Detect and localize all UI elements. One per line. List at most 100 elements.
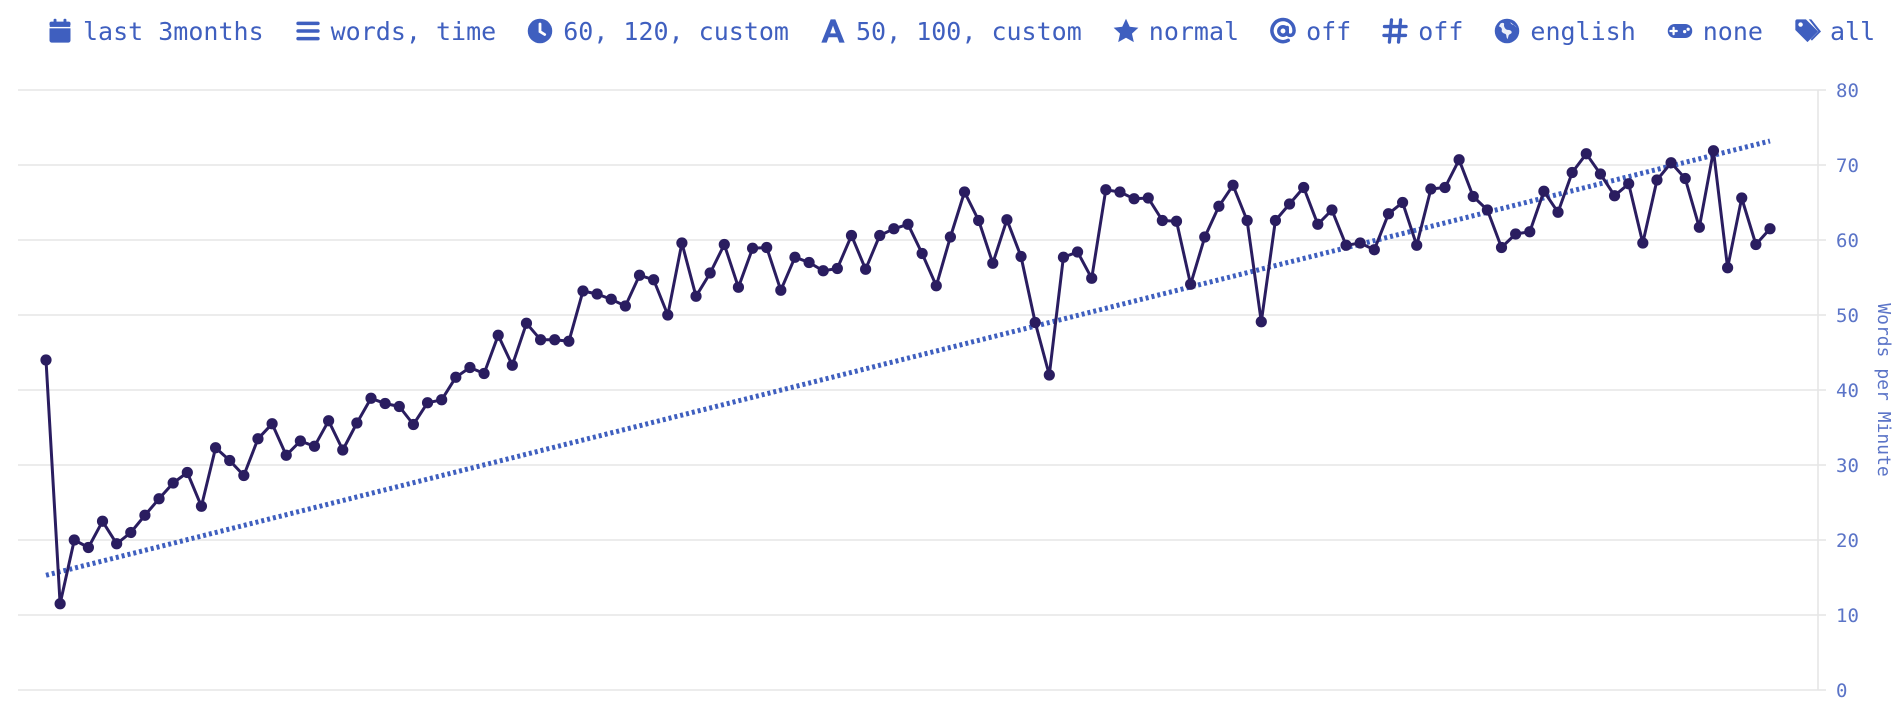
filter-hash[interactable]: off xyxy=(1381,17,1463,46)
data-point xyxy=(1651,174,1663,186)
data-point xyxy=(1524,226,1536,238)
y-tick-label: 30 xyxy=(1836,455,1859,477)
data-point xyxy=(662,309,674,321)
filter-clock[interactable]: 60, 120, custom xyxy=(526,17,789,46)
filter-globe[interactable]: english xyxy=(1493,16,1636,46)
data-point xyxy=(195,500,208,512)
data-point xyxy=(930,280,942,292)
data-point xyxy=(1269,214,1282,227)
y-tick-label: 0 xyxy=(1836,680,1847,702)
data-point xyxy=(888,223,900,235)
data-point xyxy=(1043,369,1055,381)
filter-list[interactable]: words, time xyxy=(294,16,497,46)
data-point xyxy=(1510,228,1522,240)
data-point xyxy=(1538,185,1550,197)
data-point xyxy=(676,237,688,249)
data-point xyxy=(718,238,730,251)
hash-icon xyxy=(1381,17,1409,45)
data-point xyxy=(845,229,858,242)
data-point xyxy=(1580,148,1592,160)
data-point xyxy=(817,265,829,277)
data-point xyxy=(294,435,306,447)
data-point xyxy=(1722,262,1734,274)
data-point xyxy=(1411,239,1423,251)
data-point xyxy=(1396,196,1409,209)
wpm-chart: 0 10 20 30 40 50 60 70 80 Words per Minute xyxy=(18,80,1894,702)
data-point xyxy=(690,290,702,302)
filter-gamepad[interactable]: none xyxy=(1666,17,1763,46)
data-point xyxy=(633,269,646,281)
data-point xyxy=(648,274,660,286)
filter-at[interactable]: off xyxy=(1269,17,1351,46)
data-point xyxy=(619,300,631,312)
data-point xyxy=(549,334,561,346)
star-icon xyxy=(1112,17,1140,45)
y-tick-label: 20 xyxy=(1836,530,1859,552)
data-point xyxy=(1255,316,1267,328)
y-axis: 0 10 20 30 40 50 60 70 80 xyxy=(1817,80,1859,702)
data-point xyxy=(464,361,476,374)
data-point xyxy=(1368,244,1380,256)
data-point xyxy=(1750,238,1762,251)
trend-line xyxy=(45,138,1771,578)
filter-label: last 3months xyxy=(83,16,264,46)
data-point xyxy=(492,329,504,341)
data-point xyxy=(1623,178,1635,190)
data-point xyxy=(224,454,236,467)
data-point xyxy=(775,284,787,296)
data-point xyxy=(761,241,773,254)
filter-tags[interactable]: all xyxy=(1793,17,1875,46)
filter-star[interactable]: normal xyxy=(1112,17,1239,46)
data-point xyxy=(280,449,292,461)
data-point xyxy=(1213,200,1225,212)
data-point xyxy=(1015,250,1027,263)
data-point xyxy=(916,247,928,260)
data-point xyxy=(1057,251,1070,263)
y-tick-label: 10 xyxy=(1836,605,1859,627)
data-point xyxy=(1029,316,1041,329)
data-point xyxy=(1170,215,1183,227)
filter-label: none xyxy=(1702,16,1763,46)
data-point xyxy=(365,392,377,404)
data-point xyxy=(379,397,391,410)
filter-label: off xyxy=(1418,16,1464,46)
clock-icon xyxy=(526,17,554,45)
data-point xyxy=(393,400,405,413)
filter-label: words, time xyxy=(330,16,497,46)
at-icon xyxy=(1269,17,1297,45)
gamepad-icon xyxy=(1666,17,1694,45)
tags-icon xyxy=(1793,17,1821,45)
data-point xyxy=(450,371,462,383)
filter-letter-a[interactable]: 50, 100, custom xyxy=(819,17,1082,46)
data-point xyxy=(1326,204,1338,216)
y-axis-title: Words per Minute xyxy=(1873,303,1894,476)
data-point xyxy=(732,281,745,293)
data-point xyxy=(1227,179,1239,191)
data-point xyxy=(68,534,80,546)
data-point xyxy=(1354,237,1366,249)
data-point xyxy=(520,317,533,329)
data-point xyxy=(1594,168,1607,180)
data-point xyxy=(111,538,123,550)
filter-label: english xyxy=(1530,16,1636,46)
data-point xyxy=(789,251,801,263)
filter-label: off xyxy=(1306,16,1352,46)
data-point xyxy=(1665,157,1677,169)
data-point xyxy=(1199,231,1211,243)
data-point xyxy=(1100,184,1112,196)
data-point xyxy=(534,334,547,346)
data-point xyxy=(209,442,222,454)
data-point xyxy=(1764,223,1776,235)
data-point xyxy=(54,598,66,610)
data-point xyxy=(1156,214,1168,227)
data-point xyxy=(125,526,137,539)
data-point xyxy=(82,541,94,554)
filter-label: 60, 120, custom xyxy=(563,16,789,46)
data-point xyxy=(1086,272,1098,284)
filter-calendar[interactable]: last 3months xyxy=(46,17,264,46)
data-point xyxy=(1736,192,1748,204)
data-point xyxy=(958,186,971,198)
data-point xyxy=(1481,204,1493,216)
y-tick-label: 80 xyxy=(1836,80,1859,102)
data-point xyxy=(831,262,843,275)
